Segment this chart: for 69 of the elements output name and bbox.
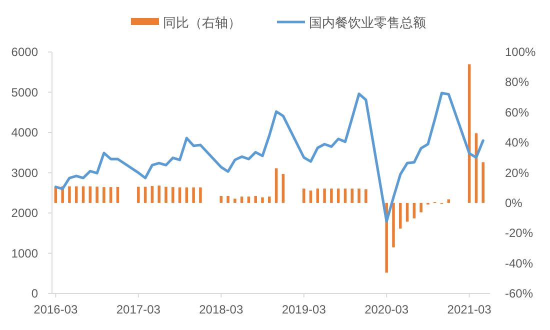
- bar: [364, 189, 368, 203]
- y2-tick-label: -40%: [505, 256, 534, 270]
- bar: [254, 196, 257, 203]
- bar: [185, 187, 188, 203]
- y-tick-label: 4000: [11, 126, 38, 140]
- y-tick-label: 5000: [11, 85, 38, 100]
- legend-label: 国内餐饮业零售总额: [309, 15, 426, 30]
- bar: [268, 196, 271, 203]
- bar: [412, 202, 416, 218]
- bar: [420, 202, 422, 212]
- bar: [316, 188, 320, 203]
- bar: [109, 187, 112, 203]
- y2-tick-label: 80%: [505, 75, 530, 90]
- bar: [178, 187, 182, 203]
- x-tick-label: 2018-03: [199, 302, 244, 316]
- bar: [309, 190, 312, 203]
- bar: [234, 198, 236, 203]
- legend-label: 同比（右轴）: [163, 15, 241, 30]
- bar: [150, 186, 154, 203]
- bar: [482, 162, 484, 203]
- bar: [392, 202, 395, 248]
- y-tick-label: 2000: [11, 206, 38, 220]
- x-tick-label: 2020-03: [364, 302, 409, 316]
- y2-tick-label: 20%: [505, 166, 530, 180]
- x-tick-label: 2019-03: [282, 302, 326, 316]
- bar: [240, 196, 244, 203]
- y2-tick-label: -60%: [505, 286, 534, 300]
- y2-tick-label: 60%: [505, 105, 530, 120]
- bar: [247, 196, 250, 203]
- bar: [261, 197, 264, 203]
- bar: [274, 168, 278, 203]
- bar: [302, 188, 306, 203]
- y-tick-label: 0: [31, 286, 38, 300]
- y-tick-label: 1000: [11, 246, 38, 260]
- bar: [82, 186, 85, 203]
- y2-tick-label: -20%: [505, 226, 534, 240]
- bar: [164, 186, 168, 203]
- bar: [199, 187, 202, 203]
- bar: [96, 186, 98, 203]
- y2-tick-label: 100%: [505, 45, 536, 59]
- bar: [171, 187, 174, 203]
- bar: [336, 188, 340, 203]
- y-tick-label: 3000: [11, 166, 38, 180]
- bar: [226, 196, 230, 203]
- bar: [406, 202, 409, 222]
- y-tick-label: 6000: [11, 45, 38, 59]
- bar: [399, 202, 402, 229]
- bar: [137, 186, 140, 203]
- bar: [358, 188, 360, 203]
- bar: [68, 186, 71, 203]
- bar: [158, 186, 160, 203]
- y2-tick-label: 40%: [505, 136, 530, 150]
- bar: [350, 188, 354, 203]
- bar: [323, 188, 326, 203]
- bar: [116, 186, 120, 203]
- bar: [330, 188, 333, 203]
- x-tick-label: 2021-03: [447, 302, 492, 316]
- bar: [74, 186, 78, 203]
- bar: [144, 186, 147, 203]
- bar: [344, 188, 347, 203]
- bar: [220, 196, 223, 203]
- x-tick-label: 2016-03: [34, 302, 78, 316]
- x-tick-label: 2017-03: [116, 302, 161, 316]
- bar: [102, 187, 106, 203]
- bar: [88, 186, 92, 203]
- y2-tick-label: 0%: [505, 196, 523, 210]
- line-series: [54, 92, 484, 223]
- bar: [192, 187, 195, 203]
- bar: [282, 174, 285, 203]
